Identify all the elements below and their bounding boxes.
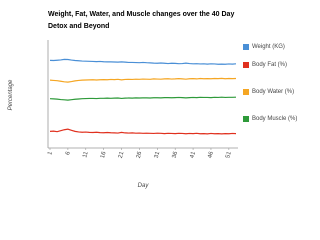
x-axis-label: Day <box>138 183 150 189</box>
legend-swatch <box>243 89 249 95</box>
series-line <box>49 96 237 101</box>
x-tick-label: 36 <box>172 150 180 159</box>
legend-swatch <box>243 116 249 122</box>
x-tick-label: 51 <box>225 150 233 159</box>
x-tick-label: 6 <box>65 150 72 155</box>
x-tick-label: 46 <box>207 150 215 159</box>
x-tick-label: 26 <box>136 150 144 159</box>
x-tick-label: 1 <box>47 150 54 155</box>
plot: Day Percentage 1 6 11 16 21 26 31 36 41 46 51 <box>8 40 238 189</box>
legend-label: Body Muscle (%) <box>252 116 298 122</box>
y-axis-label: Percentage <box>8 79 14 110</box>
x-tick-label: 41 <box>189 150 197 159</box>
legend-swatch <box>243 62 249 68</box>
legend-label: Body Fat (%) <box>252 62 288 68</box>
series-line <box>49 58 237 65</box>
series-line <box>49 128 237 135</box>
legend-label: Weight (KG) <box>252 44 285 50</box>
chart: Day Percentage 1 6 11 16 21 26 31 36 41 46 51 Weig… <box>8 11 298 189</box>
chart-title: Weight, Fat, Water, and Muscle changes o… <box>48 11 235 30</box>
x-tick-label: 11 <box>82 150 90 158</box>
x-tick-label: 21 <box>118 150 126 159</box>
legend-label: Body Water (%) <box>252 89 295 95</box>
x-tick-label: 16 <box>100 150 108 159</box>
legend-swatch <box>243 44 249 50</box>
x-tick-label: 31 <box>154 150 162 159</box>
series-line <box>49 77 237 83</box>
